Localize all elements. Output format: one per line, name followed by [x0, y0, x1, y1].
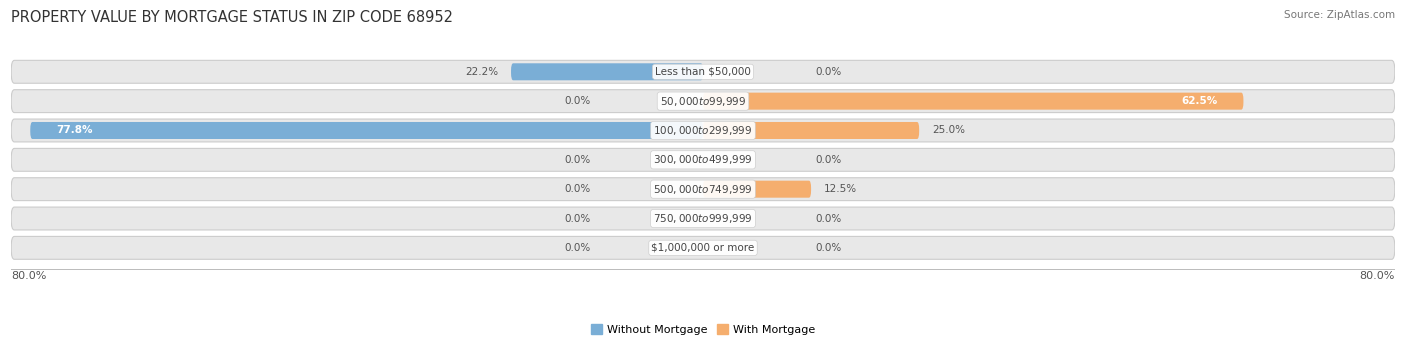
FancyBboxPatch shape [11, 148, 1395, 171]
Text: 80.0%: 80.0% [1360, 271, 1395, 281]
Text: 22.2%: 22.2% [465, 67, 498, 77]
Text: Source: ZipAtlas.com: Source: ZipAtlas.com [1284, 10, 1395, 20]
Text: Less than $50,000: Less than $50,000 [655, 67, 751, 77]
Text: 0.0%: 0.0% [815, 213, 842, 223]
Text: $500,000 to $749,999: $500,000 to $749,999 [654, 183, 752, 196]
Text: PROPERTY VALUE BY MORTGAGE STATUS IN ZIP CODE 68952: PROPERTY VALUE BY MORTGAGE STATUS IN ZIP… [11, 10, 453, 25]
Text: 0.0%: 0.0% [564, 243, 591, 253]
Text: $50,000 to $99,999: $50,000 to $99,999 [659, 95, 747, 108]
Text: 0.0%: 0.0% [815, 67, 842, 77]
Text: 80.0%: 80.0% [11, 271, 46, 281]
Text: 77.8%: 77.8% [56, 125, 93, 135]
Text: 0.0%: 0.0% [564, 96, 591, 106]
FancyBboxPatch shape [11, 207, 1395, 230]
FancyBboxPatch shape [703, 122, 920, 139]
Text: $100,000 to $299,999: $100,000 to $299,999 [654, 124, 752, 137]
Legend: Without Mortgage, With Mortgage: Without Mortgage, With Mortgage [586, 320, 820, 339]
FancyBboxPatch shape [11, 60, 1395, 83]
Text: 25.0%: 25.0% [932, 125, 965, 135]
FancyBboxPatch shape [703, 181, 811, 198]
FancyBboxPatch shape [11, 236, 1395, 259]
Text: 0.0%: 0.0% [564, 155, 591, 165]
Text: 0.0%: 0.0% [815, 155, 842, 165]
Text: 12.5%: 12.5% [824, 184, 858, 194]
Text: 0.0%: 0.0% [564, 184, 591, 194]
Text: 62.5%: 62.5% [1181, 96, 1218, 106]
Text: 0.0%: 0.0% [815, 243, 842, 253]
FancyBboxPatch shape [703, 93, 1243, 110]
Text: $300,000 to $499,999: $300,000 to $499,999 [654, 153, 752, 166]
FancyBboxPatch shape [510, 63, 703, 80]
FancyBboxPatch shape [11, 119, 1395, 142]
Text: $1,000,000 or more: $1,000,000 or more [651, 243, 755, 253]
Text: 0.0%: 0.0% [564, 213, 591, 223]
FancyBboxPatch shape [31, 122, 703, 139]
FancyBboxPatch shape [11, 90, 1395, 113]
FancyBboxPatch shape [11, 178, 1395, 201]
Text: $750,000 to $999,999: $750,000 to $999,999 [654, 212, 752, 225]
